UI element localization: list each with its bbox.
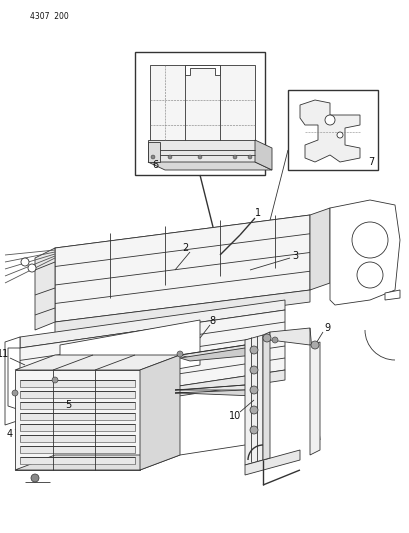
Polygon shape bbox=[287, 90, 377, 170]
Polygon shape bbox=[20, 310, 284, 410]
Circle shape bbox=[21, 258, 29, 266]
Polygon shape bbox=[15, 355, 180, 370]
Text: 7: 7 bbox=[367, 157, 373, 167]
Text: 10: 10 bbox=[228, 411, 240, 421]
Circle shape bbox=[52, 377, 58, 383]
Polygon shape bbox=[384, 290, 399, 300]
Polygon shape bbox=[20, 402, 135, 409]
Polygon shape bbox=[15, 455, 180, 470]
Circle shape bbox=[249, 426, 257, 434]
Polygon shape bbox=[245, 335, 262, 465]
Polygon shape bbox=[148, 142, 160, 162]
Polygon shape bbox=[55, 215, 309, 322]
Circle shape bbox=[324, 115, 334, 125]
Polygon shape bbox=[262, 332, 270, 460]
Polygon shape bbox=[15, 370, 139, 470]
Circle shape bbox=[232, 155, 236, 159]
Circle shape bbox=[249, 386, 257, 394]
Circle shape bbox=[177, 351, 182, 357]
Polygon shape bbox=[270, 328, 309, 345]
Polygon shape bbox=[299, 100, 359, 162]
Circle shape bbox=[271, 337, 277, 343]
Circle shape bbox=[249, 406, 257, 414]
Text: 9: 9 bbox=[323, 323, 329, 333]
Circle shape bbox=[262, 334, 270, 342]
Polygon shape bbox=[150, 65, 254, 160]
Circle shape bbox=[351, 222, 387, 258]
Polygon shape bbox=[20, 300, 284, 348]
Polygon shape bbox=[175, 390, 254, 396]
Polygon shape bbox=[20, 424, 135, 431]
Polygon shape bbox=[20, 370, 284, 420]
Text: 3: 3 bbox=[291, 251, 297, 261]
Text: 4307  200: 4307 200 bbox=[30, 12, 69, 21]
Polygon shape bbox=[180, 345, 254, 358]
Circle shape bbox=[31, 474, 39, 482]
Polygon shape bbox=[254, 140, 271, 170]
Polygon shape bbox=[20, 446, 135, 453]
Circle shape bbox=[247, 155, 252, 159]
Polygon shape bbox=[180, 348, 254, 361]
Polygon shape bbox=[5, 337, 20, 425]
Circle shape bbox=[310, 341, 318, 349]
Polygon shape bbox=[135, 52, 264, 175]
Text: 11: 11 bbox=[0, 349, 9, 359]
Circle shape bbox=[249, 366, 257, 374]
Polygon shape bbox=[148, 162, 271, 170]
Circle shape bbox=[336, 132, 342, 138]
Polygon shape bbox=[245, 450, 299, 475]
Text: 6: 6 bbox=[152, 160, 158, 170]
Polygon shape bbox=[309, 208, 329, 290]
Circle shape bbox=[168, 155, 172, 159]
Circle shape bbox=[28, 264, 36, 272]
Polygon shape bbox=[20, 457, 135, 464]
Text: 5: 5 bbox=[65, 400, 71, 410]
Polygon shape bbox=[20, 380, 135, 387]
Polygon shape bbox=[139, 355, 180, 470]
Circle shape bbox=[356, 262, 382, 288]
Polygon shape bbox=[148, 140, 254, 162]
Circle shape bbox=[198, 155, 202, 159]
Text: 4: 4 bbox=[7, 429, 13, 439]
Text: 8: 8 bbox=[209, 316, 215, 326]
Polygon shape bbox=[60, 320, 200, 390]
Circle shape bbox=[249, 346, 257, 354]
Polygon shape bbox=[184, 65, 220, 75]
Text: 2: 2 bbox=[182, 243, 188, 253]
Polygon shape bbox=[309, 342, 319, 455]
Polygon shape bbox=[20, 391, 135, 398]
Circle shape bbox=[12, 390, 18, 396]
Text: 1: 1 bbox=[254, 208, 261, 218]
Polygon shape bbox=[55, 215, 309, 262]
Polygon shape bbox=[175, 385, 254, 390]
Polygon shape bbox=[20, 435, 135, 442]
Circle shape bbox=[151, 155, 155, 159]
Polygon shape bbox=[20, 413, 135, 420]
Polygon shape bbox=[329, 200, 399, 305]
Polygon shape bbox=[55, 290, 309, 335]
Polygon shape bbox=[35, 248, 55, 330]
